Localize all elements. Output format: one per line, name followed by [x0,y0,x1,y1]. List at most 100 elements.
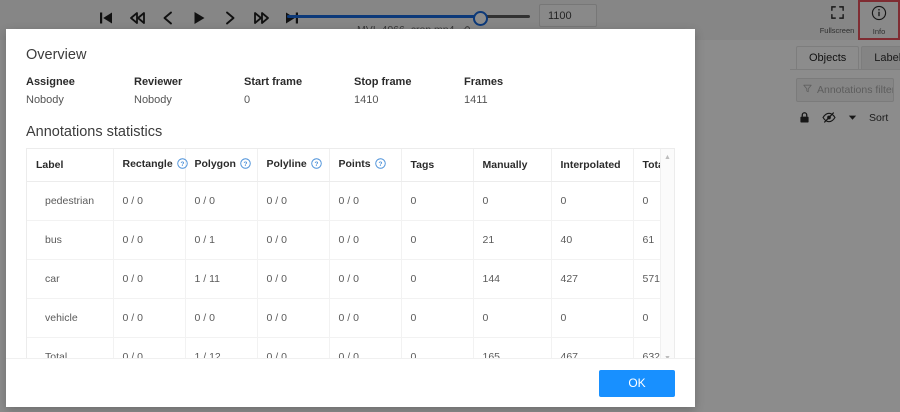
frames-value: 1411 [464,94,488,106]
cell-rectangle: 0 / 0 [113,259,186,299]
cell-interpolated: 427 [551,259,634,299]
column-header-tags: Tags [401,149,474,182]
cell-interpolated: 40 [551,220,634,260]
frame-number-input[interactable]: 1100 [539,4,597,27]
cell-points: 0 / 0 [329,337,402,358]
column-header-manually: Manually [473,149,552,182]
start-frame-label: Start frame [244,76,303,88]
column-header-polyline: Polyline? [257,149,330,182]
rewind-icon[interactable] [127,7,147,29]
info-button[interactable]: Info [858,0,900,40]
svg-text:?: ? [314,161,318,168]
cell-polygon: 0 / 1 [185,220,258,260]
cell-polyline: 0 / 0 [257,259,330,299]
slider-fill [287,15,479,18]
fullscreen-icon [830,5,845,25]
frame-slider[interactable] [287,8,530,26]
toolbar-right-actions: Fullscreen Info [816,0,900,40]
overview-grid: Assignee Nobody Reviewer Nobody Start fr… [26,76,675,106]
help-icon-polyline[interactable]: ? [311,158,322,172]
cell-label: bus [27,220,114,260]
fast-forward-icon[interactable] [251,7,271,29]
cell-polyline: 0 / 0 [257,181,330,221]
first-frame-button[interactable] [96,7,116,29]
statistics-table-wrapper: Label Rectangle? Polygon? Polyline? Poin… [26,148,675,358]
cell-interpolated: 0 [551,298,634,338]
task-info-dialog: Overview Assignee Nobody Reviewer Nobody… [6,29,695,407]
stop-frame-value: 1410 [354,94,379,106]
next-frame-button[interactable] [220,7,240,29]
cell-points: 0 / 0 [329,259,402,299]
table-vertical-scrollbar[interactable]: ▲ ▼ [660,149,674,358]
table-row: pedestrian 0 / 0 0 / 0 0 / 0 0 / 0 0 0 0… [27,181,674,221]
cell-polyline: 0 / 0 [257,220,330,260]
svg-text:?: ? [378,161,382,168]
info-label: Info [872,26,886,36]
tab-objects[interactable]: Objects [796,46,860,69]
cell-rectangle: 0 / 0 [113,298,186,338]
lock-icon[interactable] [798,111,811,124]
overview-field-frames: Frames 1411 [464,76,574,106]
cell-polygon: 1 / 11 [185,259,258,299]
cell-rectangle: 0 / 0 [113,181,186,221]
sort-label: Sort [869,111,889,124]
sidebar-tabs: Objects Labels [790,41,900,70]
table-row: vehicle 0 / 0 0 / 0 0 / 0 0 / 0 0 0 0 0 [27,298,674,338]
cell-label: vehicle [27,298,114,338]
cell-polygon: 0 / 0 [185,181,258,221]
annotations-statistics-title: Annotations statistics [26,124,163,140]
cell-tags: 0 [401,181,474,221]
help-icon-polygon[interactable]: ? [240,158,251,172]
cell-points: 0 / 0 [329,298,402,338]
reviewer-label: Reviewer [134,76,183,88]
cell-label: pedestrian [27,181,114,221]
cell-polygon: 1 / 12 [185,337,258,358]
reviewer-value: Nobody [134,94,172,106]
cell-tags: 0 [401,337,474,358]
cell-tags: 0 [401,298,474,338]
ok-button[interactable]: OK [599,369,675,397]
cell-rectangle: 0 / 0 [113,337,186,358]
dialog-footer: OK [6,358,695,407]
eye-slash-icon[interactable] [822,111,836,124]
fullscreen-button[interactable]: Fullscreen [816,0,858,40]
fullscreen-label: Fullscreen [819,26,855,36]
objects-sidebar: Objects Labels Annotations filter [790,41,900,412]
cell-polygon: 0 / 0 [185,298,258,338]
svg-text:?: ? [180,161,184,168]
slider-thumb[interactable] [473,11,488,26]
help-icon-rectangle[interactable]: ? [176,158,188,172]
chevron-down-icon[interactable] [847,112,858,123]
overview-field-stop-frame: Stop frame 1410 [354,76,464,106]
info-circle-icon [871,5,887,26]
help-icon-points[interactable]: ? [374,158,386,172]
cell-polyline: 0 / 0 [257,337,330,358]
cell-tags: 0 [401,259,474,299]
column-header-points: Points? [329,149,402,182]
cell-interpolated: 0 [551,181,634,221]
overview-field-reviewer: Reviewer Nobody [134,76,244,106]
previous-frame-button[interactable] [158,7,178,29]
column-header-interpolated: Interpolated [551,149,634,182]
cell-manually: 165 [473,337,552,358]
column-header-polygon: Polygon? [185,149,258,182]
cell-manually: 144 [473,259,552,299]
filter-icon [803,84,812,96]
table-header-row: Label Rectangle? Polygon? Polyline? Poin… [27,149,674,182]
annotations-filter-input[interactable]: Annotations filter [796,78,894,102]
cell-label: car [27,259,114,299]
cell-manually: 0 [473,298,552,338]
scroll-down-arrow-icon[interactable]: ▼ [664,354,671,359]
annotations-filter-placeholder: Annotations filter [817,84,894,96]
cell-points: 0 / 0 [329,220,402,260]
frames-label: Frames [464,76,504,88]
tab-labels[interactable]: Labels [861,46,900,69]
dialog-body: Overview Assignee Nobody Reviewer Nobody… [6,29,695,358]
statistics-table-body: pedestrian 0 / 0 0 / 0 0 / 0 0 / 0 0 0 0… [27,181,674,358]
sidebar-actions: Sort [798,111,892,124]
scroll-up-arrow-icon[interactable]: ▲ [664,153,671,161]
overview-field-assignee: Assignee Nobody [26,76,134,106]
column-header-rectangle: Rectangle? [113,149,188,182]
play-button[interactable] [189,7,209,29]
